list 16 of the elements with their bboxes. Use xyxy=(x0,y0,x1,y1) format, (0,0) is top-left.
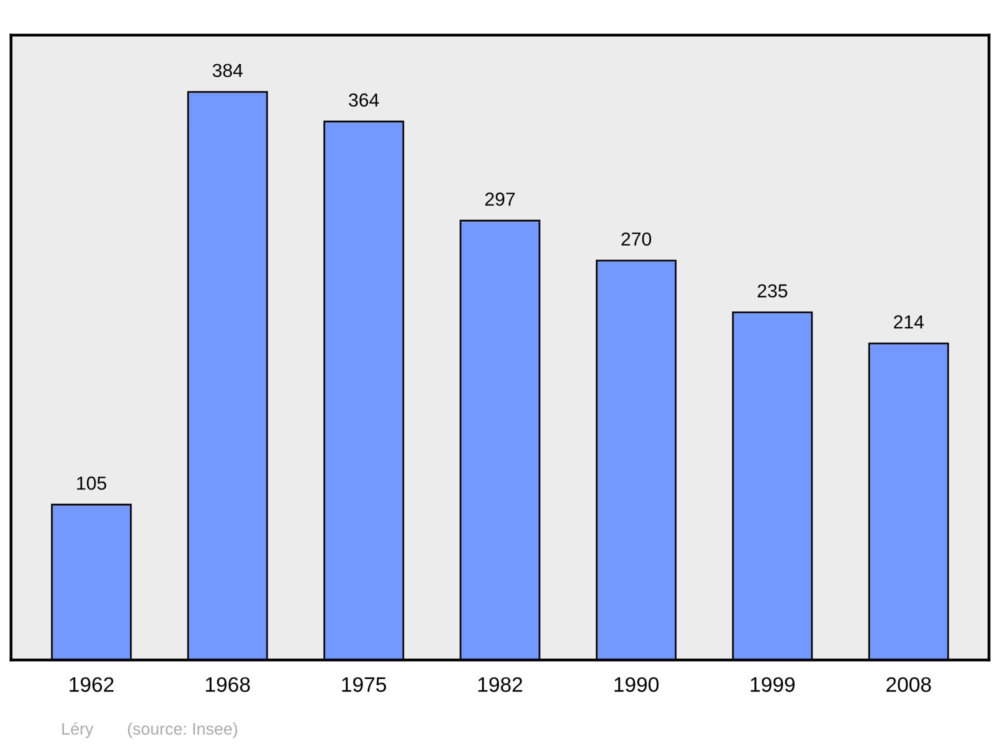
data-label: 270 xyxy=(622,232,652,246)
x-tick-label: 1999 xyxy=(750,677,795,692)
data-label: 384 xyxy=(212,64,243,78)
data-label: 214 xyxy=(894,315,924,328)
text: Léry xyxy=(62,722,94,738)
data-label: 364 xyxy=(348,93,379,107)
data-label: 235 xyxy=(758,284,788,298)
x-tick-label: 1990 xyxy=(614,677,659,692)
data-label: 105 xyxy=(77,476,106,490)
x-tick-label: 1968 xyxy=(206,677,250,692)
text: (source: Insee) xyxy=(128,722,238,738)
x-tick-label: 1962 xyxy=(70,677,114,692)
x-tick-label: 1982 xyxy=(478,677,522,692)
x-tick-label: 2008 xyxy=(886,677,931,692)
data-label: 297 xyxy=(485,192,515,206)
x-tick-label: 1975 xyxy=(342,677,386,692)
